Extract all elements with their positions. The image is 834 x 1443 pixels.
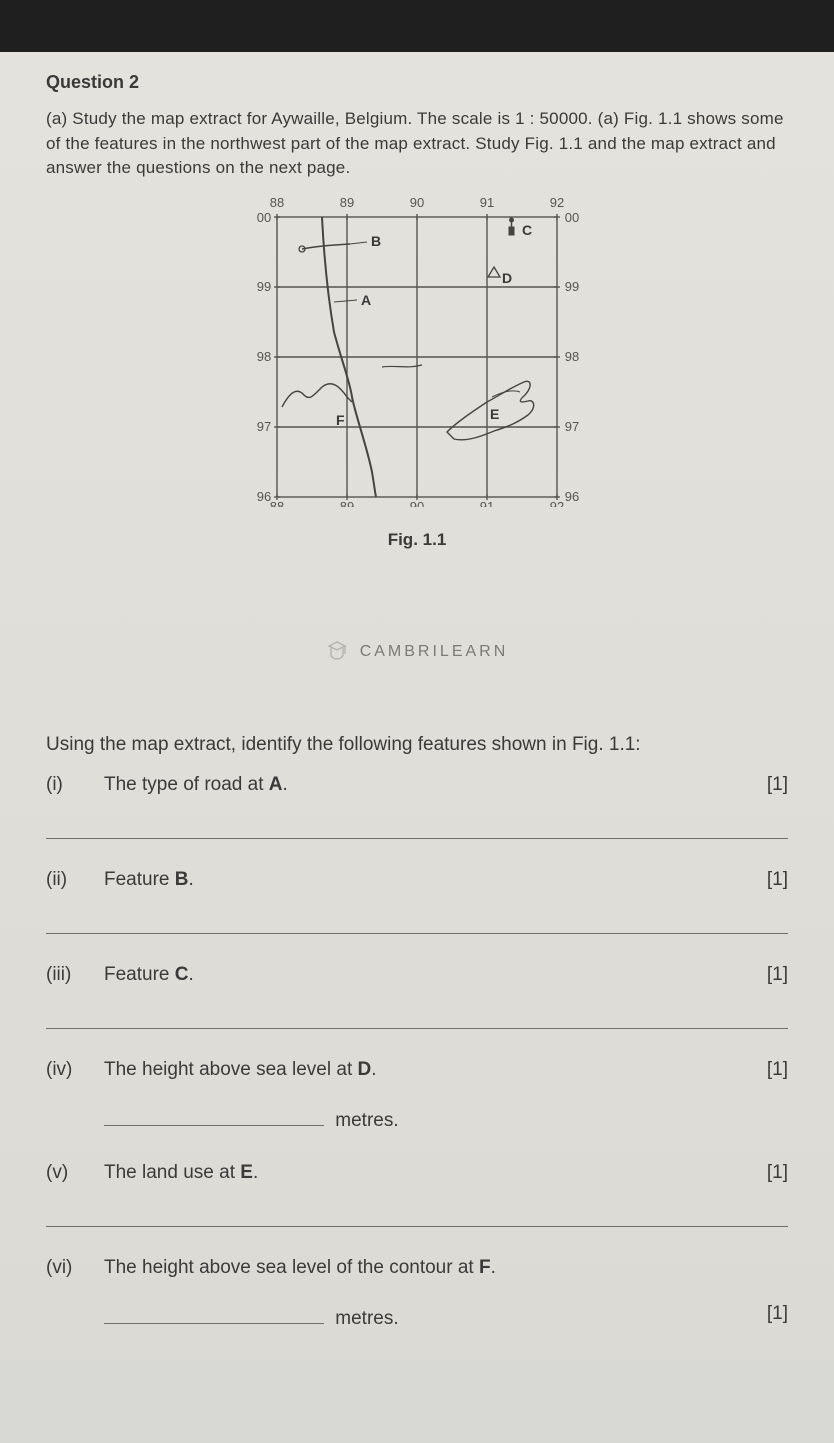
item-body: The type of road at A. — [104, 774, 748, 796]
item-body: The height above sea level at D. — [104, 1059, 748, 1081]
item-body: Feature B. — [104, 869, 748, 891]
question-item: (v)The land use at E.[1] — [46, 1162, 788, 1184]
lead-text: Using the map extract, identify the foll… — [46, 734, 788, 756]
grid-xb-91: 91 — [480, 499, 494, 507]
question-item: (ii)Feature B.[1] — [46, 869, 788, 891]
answer-rule — [46, 1028, 788, 1029]
grid-x-88: 88 — [270, 195, 284, 210]
feature-f-contour — [282, 384, 352, 407]
item-marks: [1] — [748, 869, 788, 891]
grid-y-98: 98 — [257, 349, 271, 364]
feature-road-b — [302, 244, 350, 249]
item-text-post: . — [189, 964, 194, 985]
question-item: (iv)The height above sea level at D.[1] — [46, 1059, 788, 1081]
item-text-post: . — [189, 869, 194, 890]
item-text-pre: The type of road at — [104, 774, 269, 795]
answer-blank[interactable] — [104, 1303, 324, 1324]
answer-rule — [46, 838, 788, 839]
grid-yr-00: 00 — [565, 210, 579, 225]
grid-y-96: 96 — [257, 489, 271, 504]
item-bold-letter: A — [269, 774, 283, 795]
answer-unit: metres. — [330, 1308, 399, 1329]
question-item: (iii)Feature C.[1] — [46, 964, 788, 986]
brand-icon — [326, 640, 348, 664]
item-text-pre: The land use at — [104, 1162, 240, 1183]
item-text-pre: The height above sea level of the contou… — [104, 1257, 479, 1278]
item-bold-letter: E — [240, 1162, 253, 1183]
feature-mid-contour — [382, 365, 422, 367]
grid-yr-97: 97 — [565, 419, 579, 434]
grid-y-00: 00 — [257, 210, 271, 225]
question-intro: (a) Study the map extract for Aywaille, … — [46, 107, 788, 181]
item-text-pre: The height above sea level at — [104, 1059, 358, 1080]
item-number: (ii) — [46, 869, 104, 891]
feature-d-triangle-icon — [488, 267, 500, 277]
label-c: C — [522, 222, 532, 238]
figure-wrap: 88 89 90 91 92 88 89 90 91 92 00 99 98 9… — [46, 187, 788, 550]
question-item: (vi)The height above sea level of the co… — [46, 1257, 788, 1279]
item-text-post: . — [253, 1162, 258, 1183]
label-b: B — [371, 233, 381, 249]
feature-c-symbol-icon — [509, 218, 514, 235]
label-e: E — [490, 406, 499, 422]
photo-top-dark-band — [0, 0, 834, 52]
grid-x-92: 92 — [550, 195, 564, 210]
item-text-post: . — [491, 1257, 496, 1278]
item-number: (iv) — [46, 1059, 104, 1081]
grid-xb-92: 92 — [550, 499, 564, 507]
question-item: (i)The type of road at A.[1] — [46, 774, 788, 796]
grid-x-89: 89 — [340, 195, 354, 210]
item-bold-letter: C — [175, 964, 189, 985]
item-marks: [1] — [748, 1162, 788, 1184]
item-number: (vi) — [46, 1257, 104, 1279]
grid-xb-88: 88 — [270, 499, 284, 507]
grid-y-99: 99 — [257, 279, 271, 294]
item-marks: [1] — [748, 774, 788, 796]
worksheet-sheet: Question 2 (a) Study the map extract for… — [0, 52, 834, 1360]
items-container: (i)The type of road at A.[1](ii)Feature … — [46, 774, 788, 1330]
label-d: D — [502, 270, 512, 286]
item-text-post: . — [283, 774, 288, 795]
item-marks: [1] — [748, 1059, 788, 1081]
answer-rule — [46, 933, 788, 934]
answer-blank[interactable] — [104, 1105, 324, 1126]
figure-1-1-diagram: 88 89 90 91 92 88 89 90 91 92 00 99 98 9… — [232, 187, 602, 507]
grid-x-90: 90 — [410, 195, 424, 210]
brand-row: CAMBRILEARN — [46, 640, 788, 664]
item-body: The land use at E. — [104, 1162, 748, 1184]
item-body: Feature C. — [104, 964, 748, 986]
item-marks: [1] — [767, 1303, 788, 1325]
item-bold-letter: B — [175, 869, 189, 890]
figure-caption: Fig. 1.1 — [46, 530, 788, 550]
grid-xb-89: 89 — [340, 499, 354, 507]
answer-blank-line: metres. — [104, 1105, 788, 1132]
item-number: (iii) — [46, 964, 104, 986]
label-a: A — [361, 292, 371, 308]
item-marks: [1] — [748, 964, 788, 986]
grid-y-97: 97 — [257, 419, 271, 434]
grid-x-91: 91 — [480, 195, 494, 210]
item-number: (i) — [46, 774, 104, 796]
brand-text: CAMBRILEARN — [360, 643, 509, 661]
item-text-post: . — [371, 1059, 376, 1080]
grid-yr-98: 98 — [565, 349, 579, 364]
item-text-pre: Feature — [104, 964, 175, 985]
grid-yr-96: 96 — [565, 489, 579, 504]
item-number: (v) — [46, 1162, 104, 1184]
answer-blank-line: metres. [1] — [104, 1303, 788, 1330]
grid-xb-90: 90 — [410, 499, 424, 507]
item-text-pre: Feature — [104, 869, 175, 890]
item-bold-letter: D — [358, 1059, 372, 1080]
label-f: F — [336, 412, 345, 428]
answer-rule — [46, 1226, 788, 1227]
grid-yr-99: 99 — [565, 279, 579, 294]
answer-unit: metres. — [330, 1110, 399, 1131]
question-title: Question 2 — [46, 72, 788, 93]
item-body: The height above sea level of the contou… — [104, 1257, 748, 1279]
item-bold-letter: F — [479, 1257, 491, 1278]
